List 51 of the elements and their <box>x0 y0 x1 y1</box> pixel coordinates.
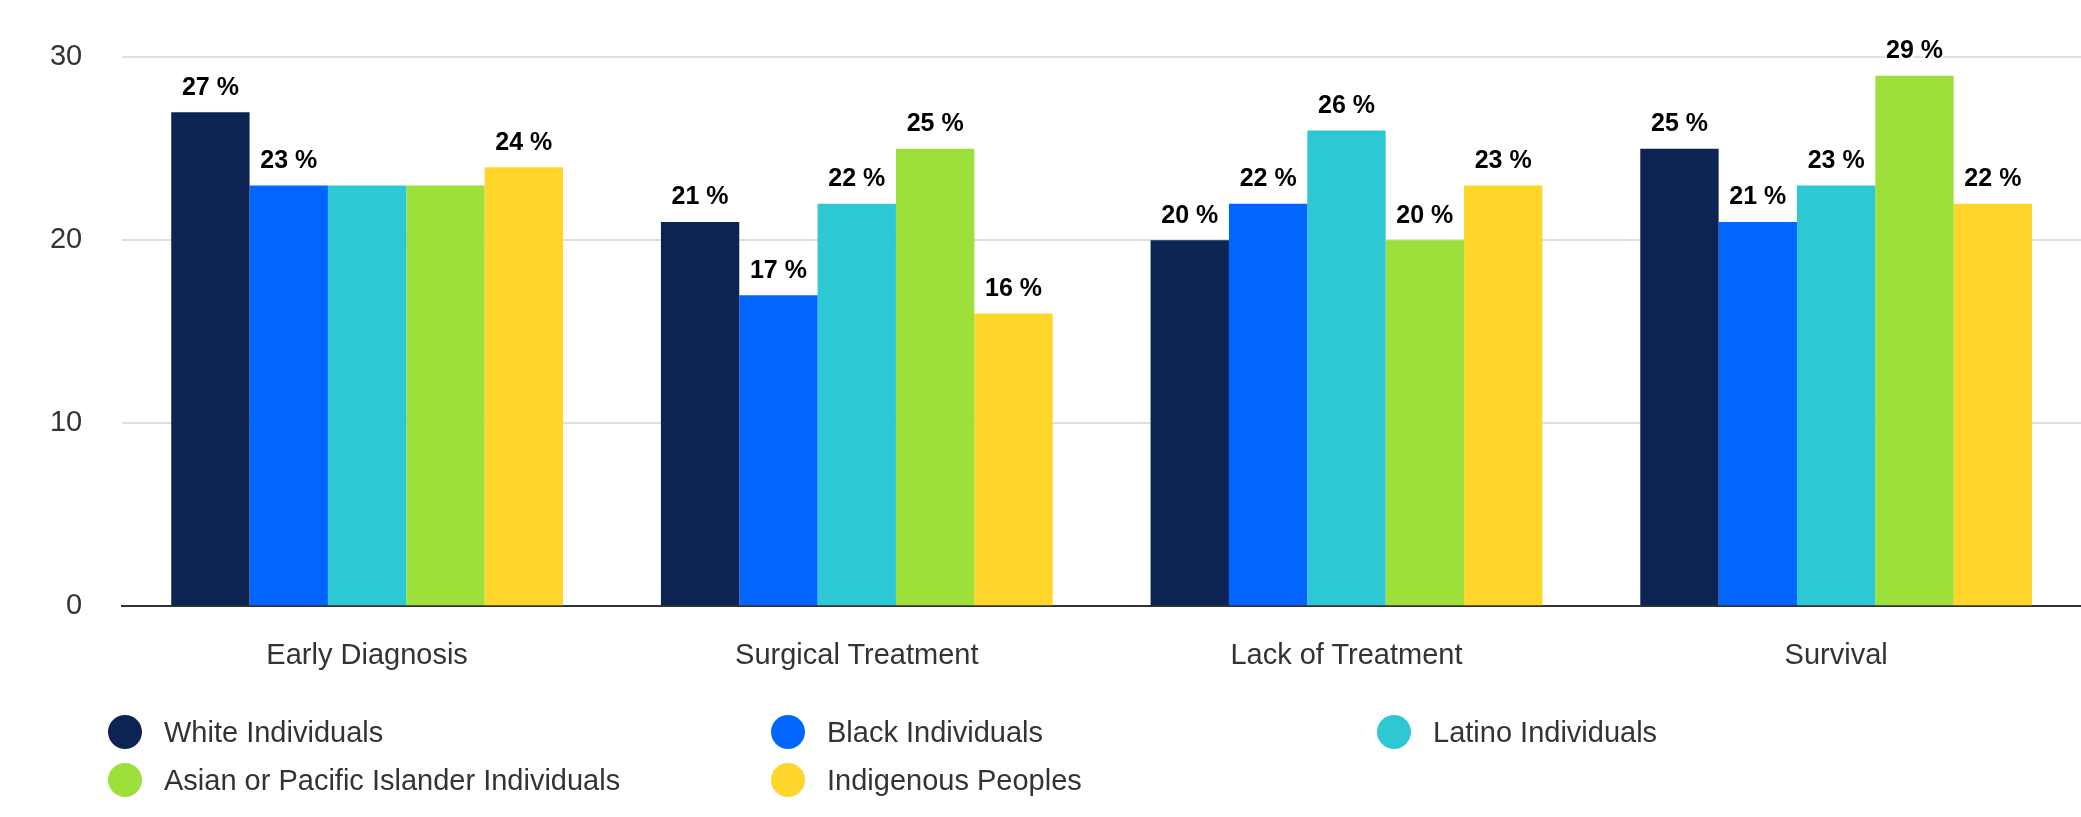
bar <box>484 167 563 606</box>
legend-label: White Individuals <box>164 715 384 749</box>
data-label: 20 % <box>1161 199 1219 228</box>
bar <box>1307 130 1386 606</box>
x-tick-label: Surgical Treatment <box>735 637 979 670</box>
bar <box>171 112 250 606</box>
legend-label: Latino Individuals <box>1433 715 1658 749</box>
bar <box>1228 203 1308 606</box>
data-label: 23 % <box>1474 144 1532 173</box>
x-tick-label: Survival <box>1784 637 1888 670</box>
data-label: 25 % <box>1650 108 1708 137</box>
bar <box>739 295 818 606</box>
bar <box>817 203 896 606</box>
legend-label: Black Individuals <box>827 715 1043 749</box>
legend-label: Indigenous Peoples <box>827 763 1082 797</box>
data-label: 29 % <box>1886 35 1943 64</box>
data-label: 22 % <box>1239 163 1297 192</box>
legend-label: Asian or Pacific Islander Individuals <box>164 763 621 797</box>
data-label: 16 % <box>984 272 1042 301</box>
bar <box>1385 240 1464 606</box>
bar <box>1640 148 1719 606</box>
y-tick-label: 10 <box>49 405 83 438</box>
bar <box>406 185 485 606</box>
data-label: 23 % <box>260 144 318 173</box>
data-label: 21 % <box>671 181 729 210</box>
bar <box>660 222 740 606</box>
x-tick-label: Lack of Treatment <box>1230 637 1463 670</box>
x-tick-label: Early Diagnosis <box>266 637 468 670</box>
data-label: 21 % <box>1729 181 1787 210</box>
data-label: 23 % <box>1807 144 1865 173</box>
bar <box>974 313 1053 606</box>
data-label: 22 % <box>1964 163 2022 192</box>
bar <box>327 185 407 606</box>
bar <box>1796 185 1876 606</box>
data-label: 17 % <box>749 254 807 283</box>
y-tick-label: 0 <box>66 588 83 621</box>
bar <box>1718 222 1797 606</box>
bar <box>1150 240 1229 606</box>
bar <box>1464 185 1543 606</box>
data-label: 24 % <box>495 126 553 155</box>
data-label: 26 % <box>1317 89 1375 118</box>
y-tick-label: 30 <box>49 39 83 72</box>
bar <box>1953 203 2033 606</box>
data-label: 20 % <box>1396 199 1454 228</box>
y-tick-label: 20 <box>49 222 83 255</box>
bar <box>249 185 328 606</box>
data-label: 25 % <box>906 108 964 137</box>
data-label: 22 % <box>828 163 886 192</box>
bar <box>1875 75 1954 606</box>
bar <box>895 148 975 606</box>
data-label: 27 % <box>181 71 239 100</box>
